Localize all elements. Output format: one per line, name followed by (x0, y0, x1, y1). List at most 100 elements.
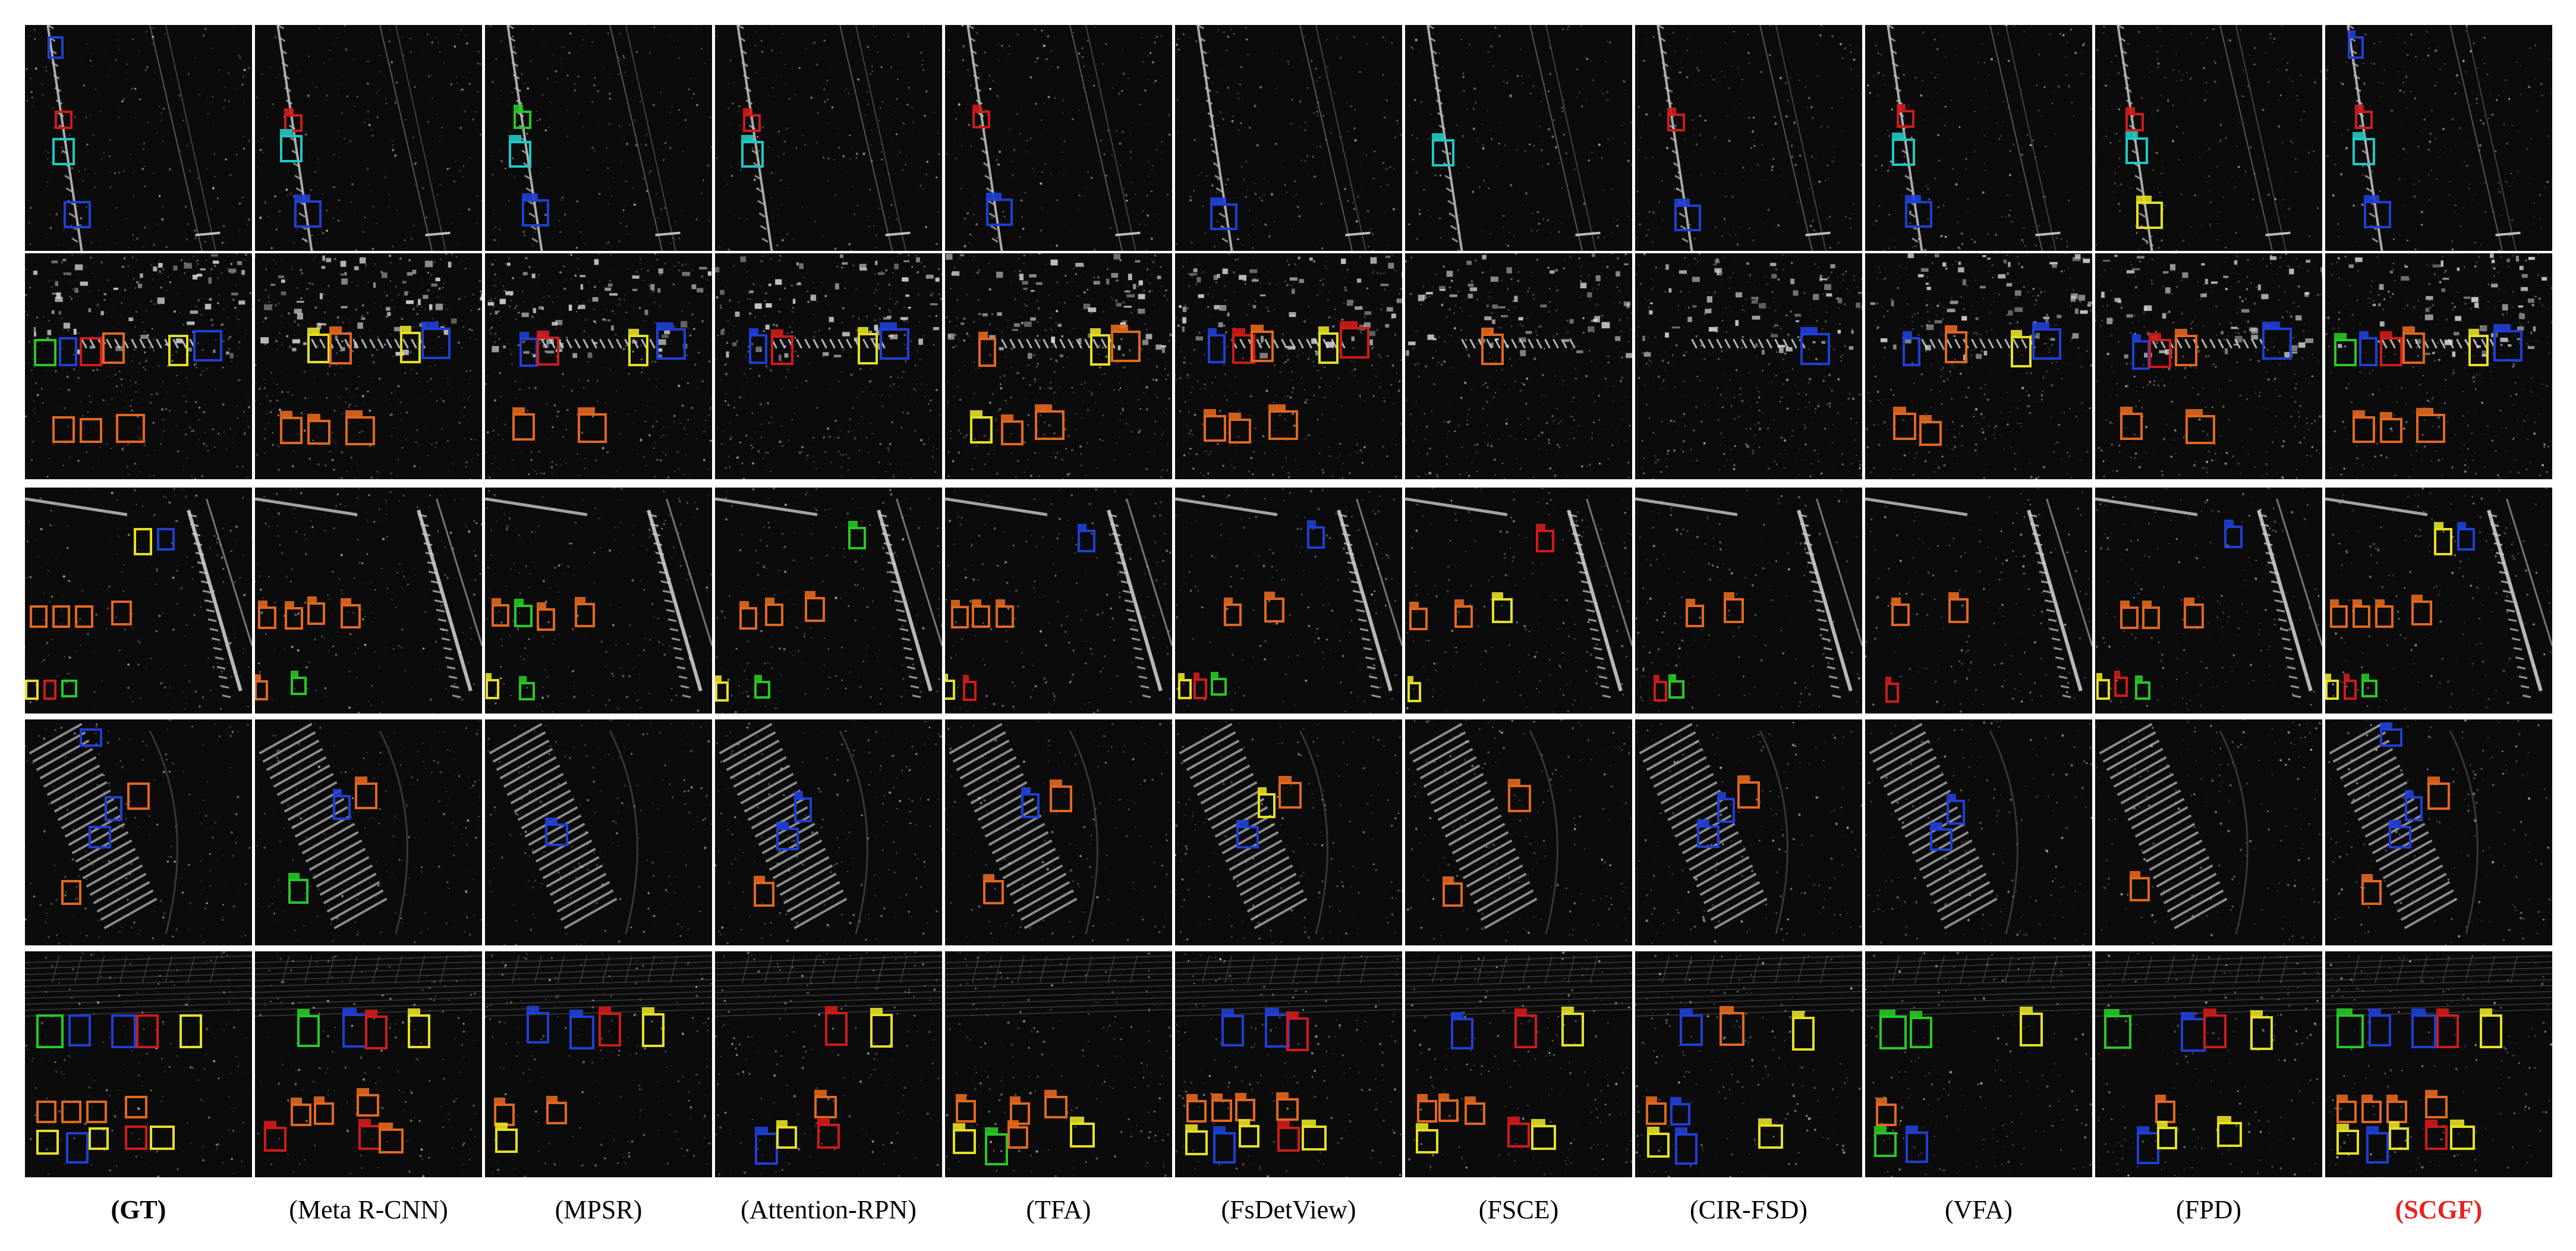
score-tag (491, 598, 501, 604)
score-tag (2185, 408, 2203, 415)
detection-box (307, 328, 330, 363)
detection-box (983, 873, 1004, 905)
detection-box (52, 605, 71, 628)
result-image (255, 25, 482, 251)
detection-box (88, 1127, 109, 1151)
score-tag (2402, 326, 2415, 332)
score-tag (2404, 790, 2414, 797)
result-image (1865, 253, 2092, 479)
score-tag (2181, 1011, 2195, 1018)
result-image (1635, 253, 1862, 479)
score-tag (776, 822, 789, 828)
score-tag (754, 674, 762, 681)
score-tag (569, 1009, 584, 1016)
detection-box (34, 339, 57, 366)
result-image (255, 253, 482, 479)
sar-texture (1406, 25, 1632, 251)
sar-texture (1406, 719, 1632, 945)
score-tag (628, 328, 640, 335)
score-tag (1049, 779, 1062, 785)
detection-box (2155, 1095, 2176, 1124)
score-tag (537, 330, 550, 337)
detection-box (2250, 1010, 2273, 1051)
detection-box (1873, 1126, 1897, 1157)
score-tag (2096, 673, 2103, 680)
result-image (2325, 25, 2552, 251)
score-tag (2217, 1115, 2231, 1122)
detection-box (52, 138, 75, 165)
score-tag (870, 1007, 883, 1014)
detection-box (150, 1125, 175, 1151)
score-tag (1717, 792, 1727, 799)
score-tag (2411, 1008, 2426, 1015)
result-image (25, 488, 252, 713)
score-tag (978, 331, 988, 338)
detection-box (1723, 592, 1744, 623)
detection-box (739, 601, 758, 630)
detection-box (2343, 674, 2357, 700)
detection-box (61, 879, 82, 905)
detection-box (193, 330, 223, 362)
detection-box (65, 1132, 89, 1164)
detection-box (1264, 591, 1285, 623)
detection-box (332, 788, 351, 820)
result-image (1405, 25, 1632, 251)
detection-box (519, 332, 538, 367)
detection-box (115, 413, 146, 444)
result-image (945, 253, 1172, 479)
detection-box (1906, 1126, 1929, 1164)
score-tag (2379, 722, 2392, 729)
score-tag (2262, 322, 2280, 328)
detection-box (2359, 331, 2377, 366)
detection-box (776, 822, 799, 851)
score-tag (291, 1098, 302, 1104)
detection-box (2379, 722, 2402, 747)
detection-box (1268, 404, 1298, 440)
result-image (945, 719, 1172, 945)
detection-box (1207, 328, 1226, 364)
detection-box (2336, 1008, 2364, 1049)
result-image (1175, 951, 1402, 1177)
score-tag (279, 129, 292, 136)
detection-box (1210, 197, 1238, 231)
detection-box (1737, 775, 1761, 809)
detection-box (288, 873, 309, 904)
detection-box (742, 108, 761, 133)
score-tag (848, 520, 858, 527)
detection-box (2334, 333, 2357, 366)
detection-box (1929, 822, 1953, 851)
sar-texture (1635, 489, 1862, 712)
score-tag (2368, 1008, 2381, 1015)
score-tag (1302, 1119, 1317, 1126)
detection-box (962, 674, 977, 701)
score-tag (2175, 328, 2188, 335)
detection-box (985, 193, 1013, 226)
detection-box (945, 674, 956, 700)
detection-box (1885, 676, 1899, 703)
detection-box (1251, 324, 1274, 362)
score-tag (1885, 676, 1892, 683)
detection-box (2375, 599, 2394, 628)
detection-box (1286, 1011, 1309, 1051)
detection-box (485, 672, 499, 700)
score-tag (2142, 600, 2152, 606)
method-label: (FPD) (2175, 1195, 2242, 1224)
score-tag (741, 134, 754, 141)
score-tag (2203, 1008, 2216, 1015)
result-image (945, 488, 1172, 713)
score-tag (1306, 520, 1317, 527)
detection-box (307, 413, 330, 445)
detection-box (2185, 408, 2215, 445)
detection-box (996, 599, 1014, 628)
result-image (715, 253, 942, 479)
score-tag (2427, 777, 2440, 783)
score-tag (715, 675, 722, 681)
score-tag (945, 674, 948, 680)
result-image (1865, 719, 2092, 945)
detection-box (641, 1007, 665, 1048)
result-image (2095, 488, 2322, 713)
detection-box (771, 329, 794, 365)
detection-box (2402, 326, 2426, 364)
detection-box (2436, 1008, 2460, 1049)
detection-box (2352, 599, 2371, 628)
